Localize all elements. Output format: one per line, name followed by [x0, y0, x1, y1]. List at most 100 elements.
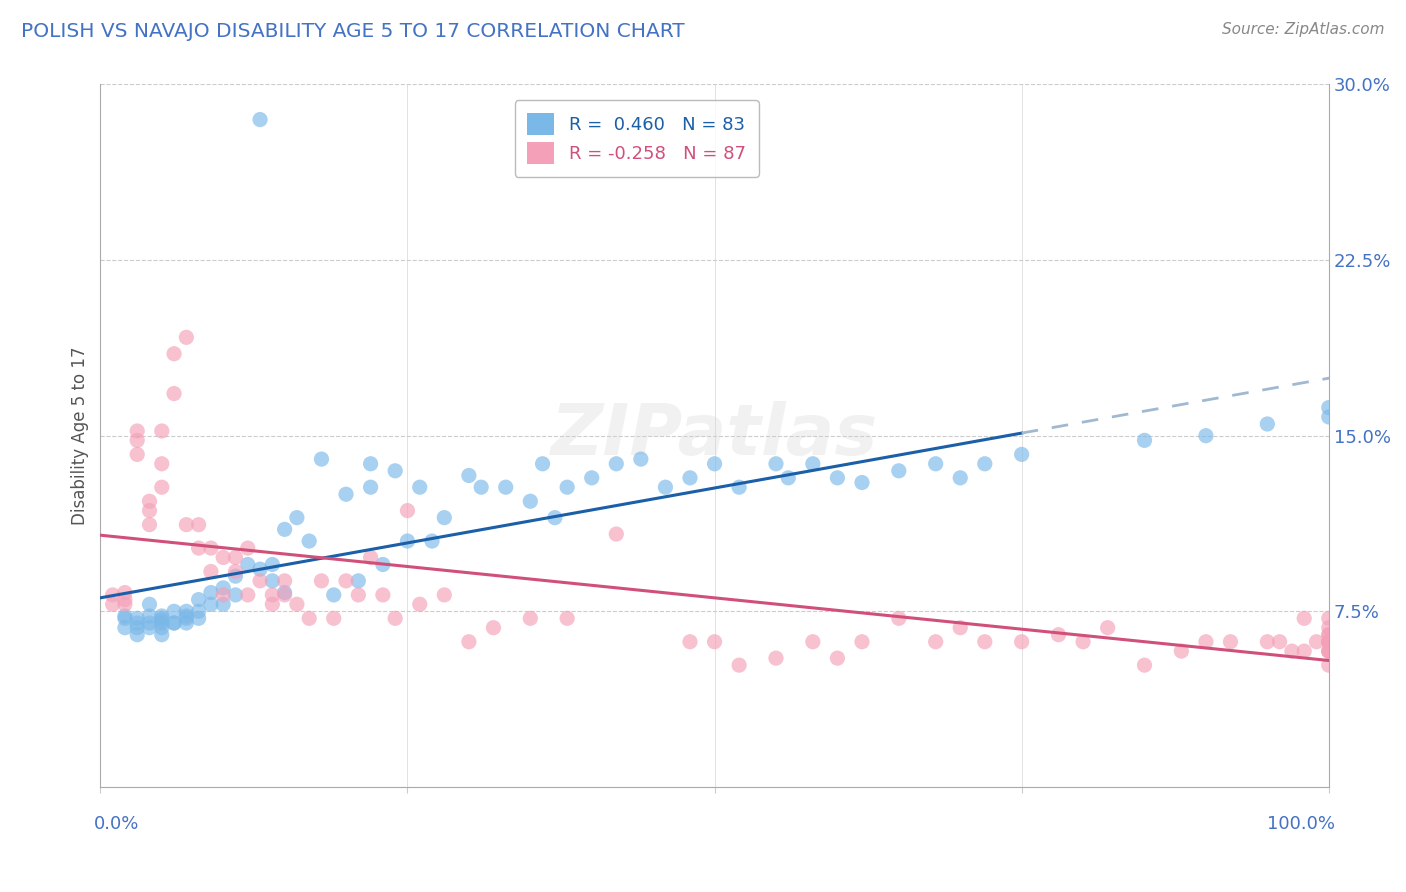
Point: [1317, 634, 1340, 648]
Text: POLISH VS NAVAJO DISABILITY AGE 5 TO 17 CORRELATION CHART: POLISH VS NAVAJO DISABILITY AGE 5 TO 17 …: [21, 22, 685, 41]
Point: [1294, 644, 1316, 658]
Point: [801, 634, 824, 648]
Point: [322, 611, 344, 625]
Point: [322, 588, 344, 602]
Point: [827, 651, 849, 665]
Point: [605, 527, 627, 541]
Point: [212, 550, 235, 565]
Point: [273, 574, 295, 588]
Point: [409, 597, 432, 611]
Point: [433, 510, 456, 524]
Point: [150, 424, 173, 438]
Point: [384, 464, 406, 478]
Point: [703, 457, 725, 471]
Point: [1317, 409, 1340, 424]
Point: [285, 510, 308, 524]
Point: [262, 574, 284, 588]
Point: [1281, 644, 1303, 658]
Point: [1256, 634, 1278, 648]
Point: [200, 541, 222, 555]
Point: [1011, 447, 1033, 461]
Point: [176, 615, 198, 630]
Point: [1097, 621, 1119, 635]
Point: [1170, 644, 1192, 658]
Point: [262, 558, 284, 572]
Point: [163, 615, 186, 630]
Point: [298, 534, 321, 549]
Point: [127, 434, 149, 448]
Point: [765, 651, 787, 665]
Point: [212, 597, 235, 611]
Point: [150, 621, 173, 635]
Point: [1317, 644, 1340, 658]
Point: [249, 112, 271, 127]
Point: [150, 614, 173, 628]
Point: [187, 541, 209, 555]
Point: [176, 517, 198, 532]
Point: [360, 550, 382, 565]
Point: [335, 574, 357, 588]
Point: [396, 534, 419, 549]
Text: Source: ZipAtlas.com: Source: ZipAtlas.com: [1222, 22, 1385, 37]
Point: [163, 615, 186, 630]
Point: [187, 517, 209, 532]
Point: [114, 621, 136, 635]
Point: [262, 597, 284, 611]
Point: [127, 424, 149, 438]
Point: [1317, 628, 1340, 642]
Point: [1317, 644, 1340, 658]
Point: [1317, 644, 1340, 658]
Point: [224, 569, 246, 583]
Point: [1133, 434, 1156, 448]
Point: [949, 471, 972, 485]
Point: [163, 604, 186, 618]
Point: [1219, 634, 1241, 648]
Point: [311, 574, 333, 588]
Point: [851, 634, 873, 648]
Point: [335, 487, 357, 501]
Point: [1317, 628, 1340, 642]
Point: [236, 558, 259, 572]
Point: [396, 503, 419, 517]
Point: [127, 447, 149, 461]
Point: [262, 588, 284, 602]
Point: [924, 634, 946, 648]
Point: [212, 581, 235, 595]
Point: [150, 457, 173, 471]
Point: [273, 585, 295, 599]
Point: [555, 611, 578, 625]
Text: 0.0%: 0.0%: [94, 815, 139, 833]
Point: [114, 611, 136, 625]
Point: [1294, 611, 1316, 625]
Point: [495, 480, 517, 494]
Point: [679, 471, 702, 485]
Point: [457, 634, 479, 648]
Point: [138, 597, 160, 611]
Point: [765, 457, 787, 471]
Point: [1317, 634, 1340, 648]
Point: [114, 609, 136, 624]
Point: [150, 615, 173, 630]
Point: [1195, 428, 1218, 442]
Point: [101, 597, 124, 611]
Point: [224, 588, 246, 602]
Point: [531, 457, 554, 471]
Point: [176, 611, 198, 625]
Point: [138, 615, 160, 630]
Point: [519, 611, 541, 625]
Point: [470, 480, 492, 494]
Point: [544, 510, 567, 524]
Point: [163, 386, 186, 401]
Point: [114, 585, 136, 599]
Point: [371, 588, 394, 602]
Point: [114, 597, 136, 611]
Point: [127, 611, 149, 625]
Point: [138, 517, 160, 532]
Point: [187, 604, 209, 618]
Point: [1071, 634, 1094, 648]
Point: [236, 541, 259, 555]
Point: [311, 452, 333, 467]
Point: [887, 611, 910, 625]
Point: [138, 494, 160, 508]
Point: [150, 609, 173, 624]
